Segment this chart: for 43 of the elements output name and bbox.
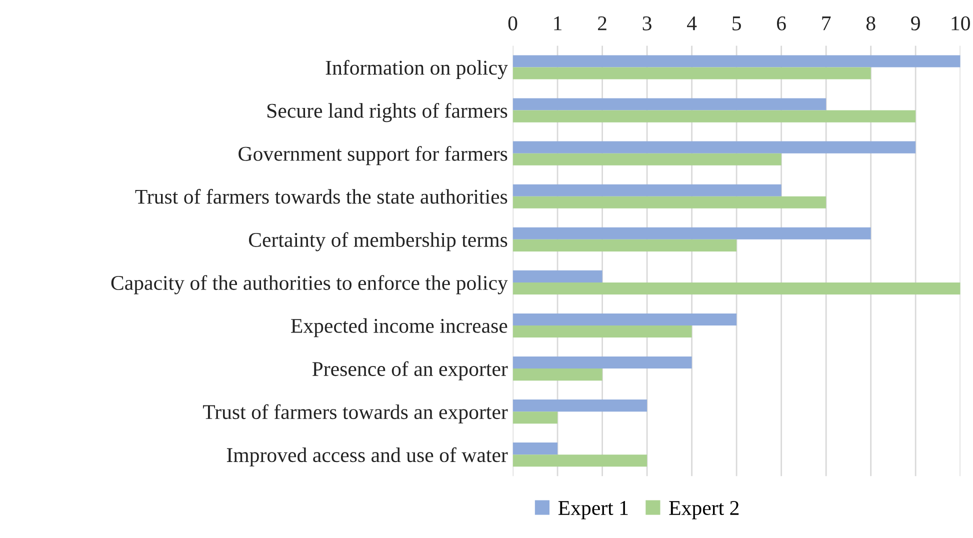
- x-tick-label: 3: [642, 16, 652, 30]
- bar: [512, 98, 826, 110]
- bar: [512, 67, 871, 80]
- bar: [512, 227, 871, 240]
- y-tick-label: Presence of an exporter: [312, 361, 508, 380]
- bar: [512, 270, 602, 282]
- y-tick-label: Government support for farmers: [238, 146, 508, 166]
- legend-label: Expert 1: [558, 501, 628, 520]
- bar: [512, 184, 782, 196]
- bar: [512, 412, 558, 424]
- bar: [512, 313, 737, 326]
- bar: [512, 356, 692, 369]
- bar: [512, 368, 602, 381]
- x-tick-label: 10: [952, 16, 970, 30]
- bar: [512, 282, 960, 294]
- y-tick-label: Information on policy: [326, 60, 508, 80]
- bar: [512, 239, 737, 252]
- bar: [512, 442, 558, 455]
- x-tick-label: 8: [866, 16, 876, 30]
- x-tick-label: 0: [508, 16, 518, 30]
- y-tick-label: Certainty of membership terms: [248, 232, 508, 252]
- x-tick-label: 5: [732, 16, 741, 30]
- y-tick-label: Expected income increase: [291, 318, 508, 338]
- x-tick-label: 4: [687, 16, 697, 30]
- x-tick-label: 2: [598, 16, 606, 30]
- x-tick-label: 1: [554, 16, 562, 30]
- y-tick-label: Improved access and use of water: [226, 447, 508, 466]
- bar: [512, 325, 692, 338]
- bar: [512, 196, 826, 208]
- y-tick-label: Trust of farmers towards an exporter: [202, 404, 508, 424]
- y-tick-label: Trust of farmers towards the state authorities: [135, 188, 508, 204]
- x-tick-label: 6: [777, 16, 786, 30]
- bar: [512, 400, 648, 412]
- legend-label: Expert 2: [669, 501, 739, 520]
- x-tick-label: 9: [911, 16, 920, 30]
- bar: [512, 153, 782, 166]
- y-tick-label: Capacity of the authorities to enforce the policy: [111, 275, 508, 294]
- bar: [512, 110, 916, 122]
- bar: [512, 454, 648, 467]
- bar: [512, 141, 916, 154]
- bar: [512, 55, 960, 68]
- x-tick-label: 7: [822, 16, 831, 30]
- y-tick-label: Secure land rights of farmers: [267, 102, 508, 122]
